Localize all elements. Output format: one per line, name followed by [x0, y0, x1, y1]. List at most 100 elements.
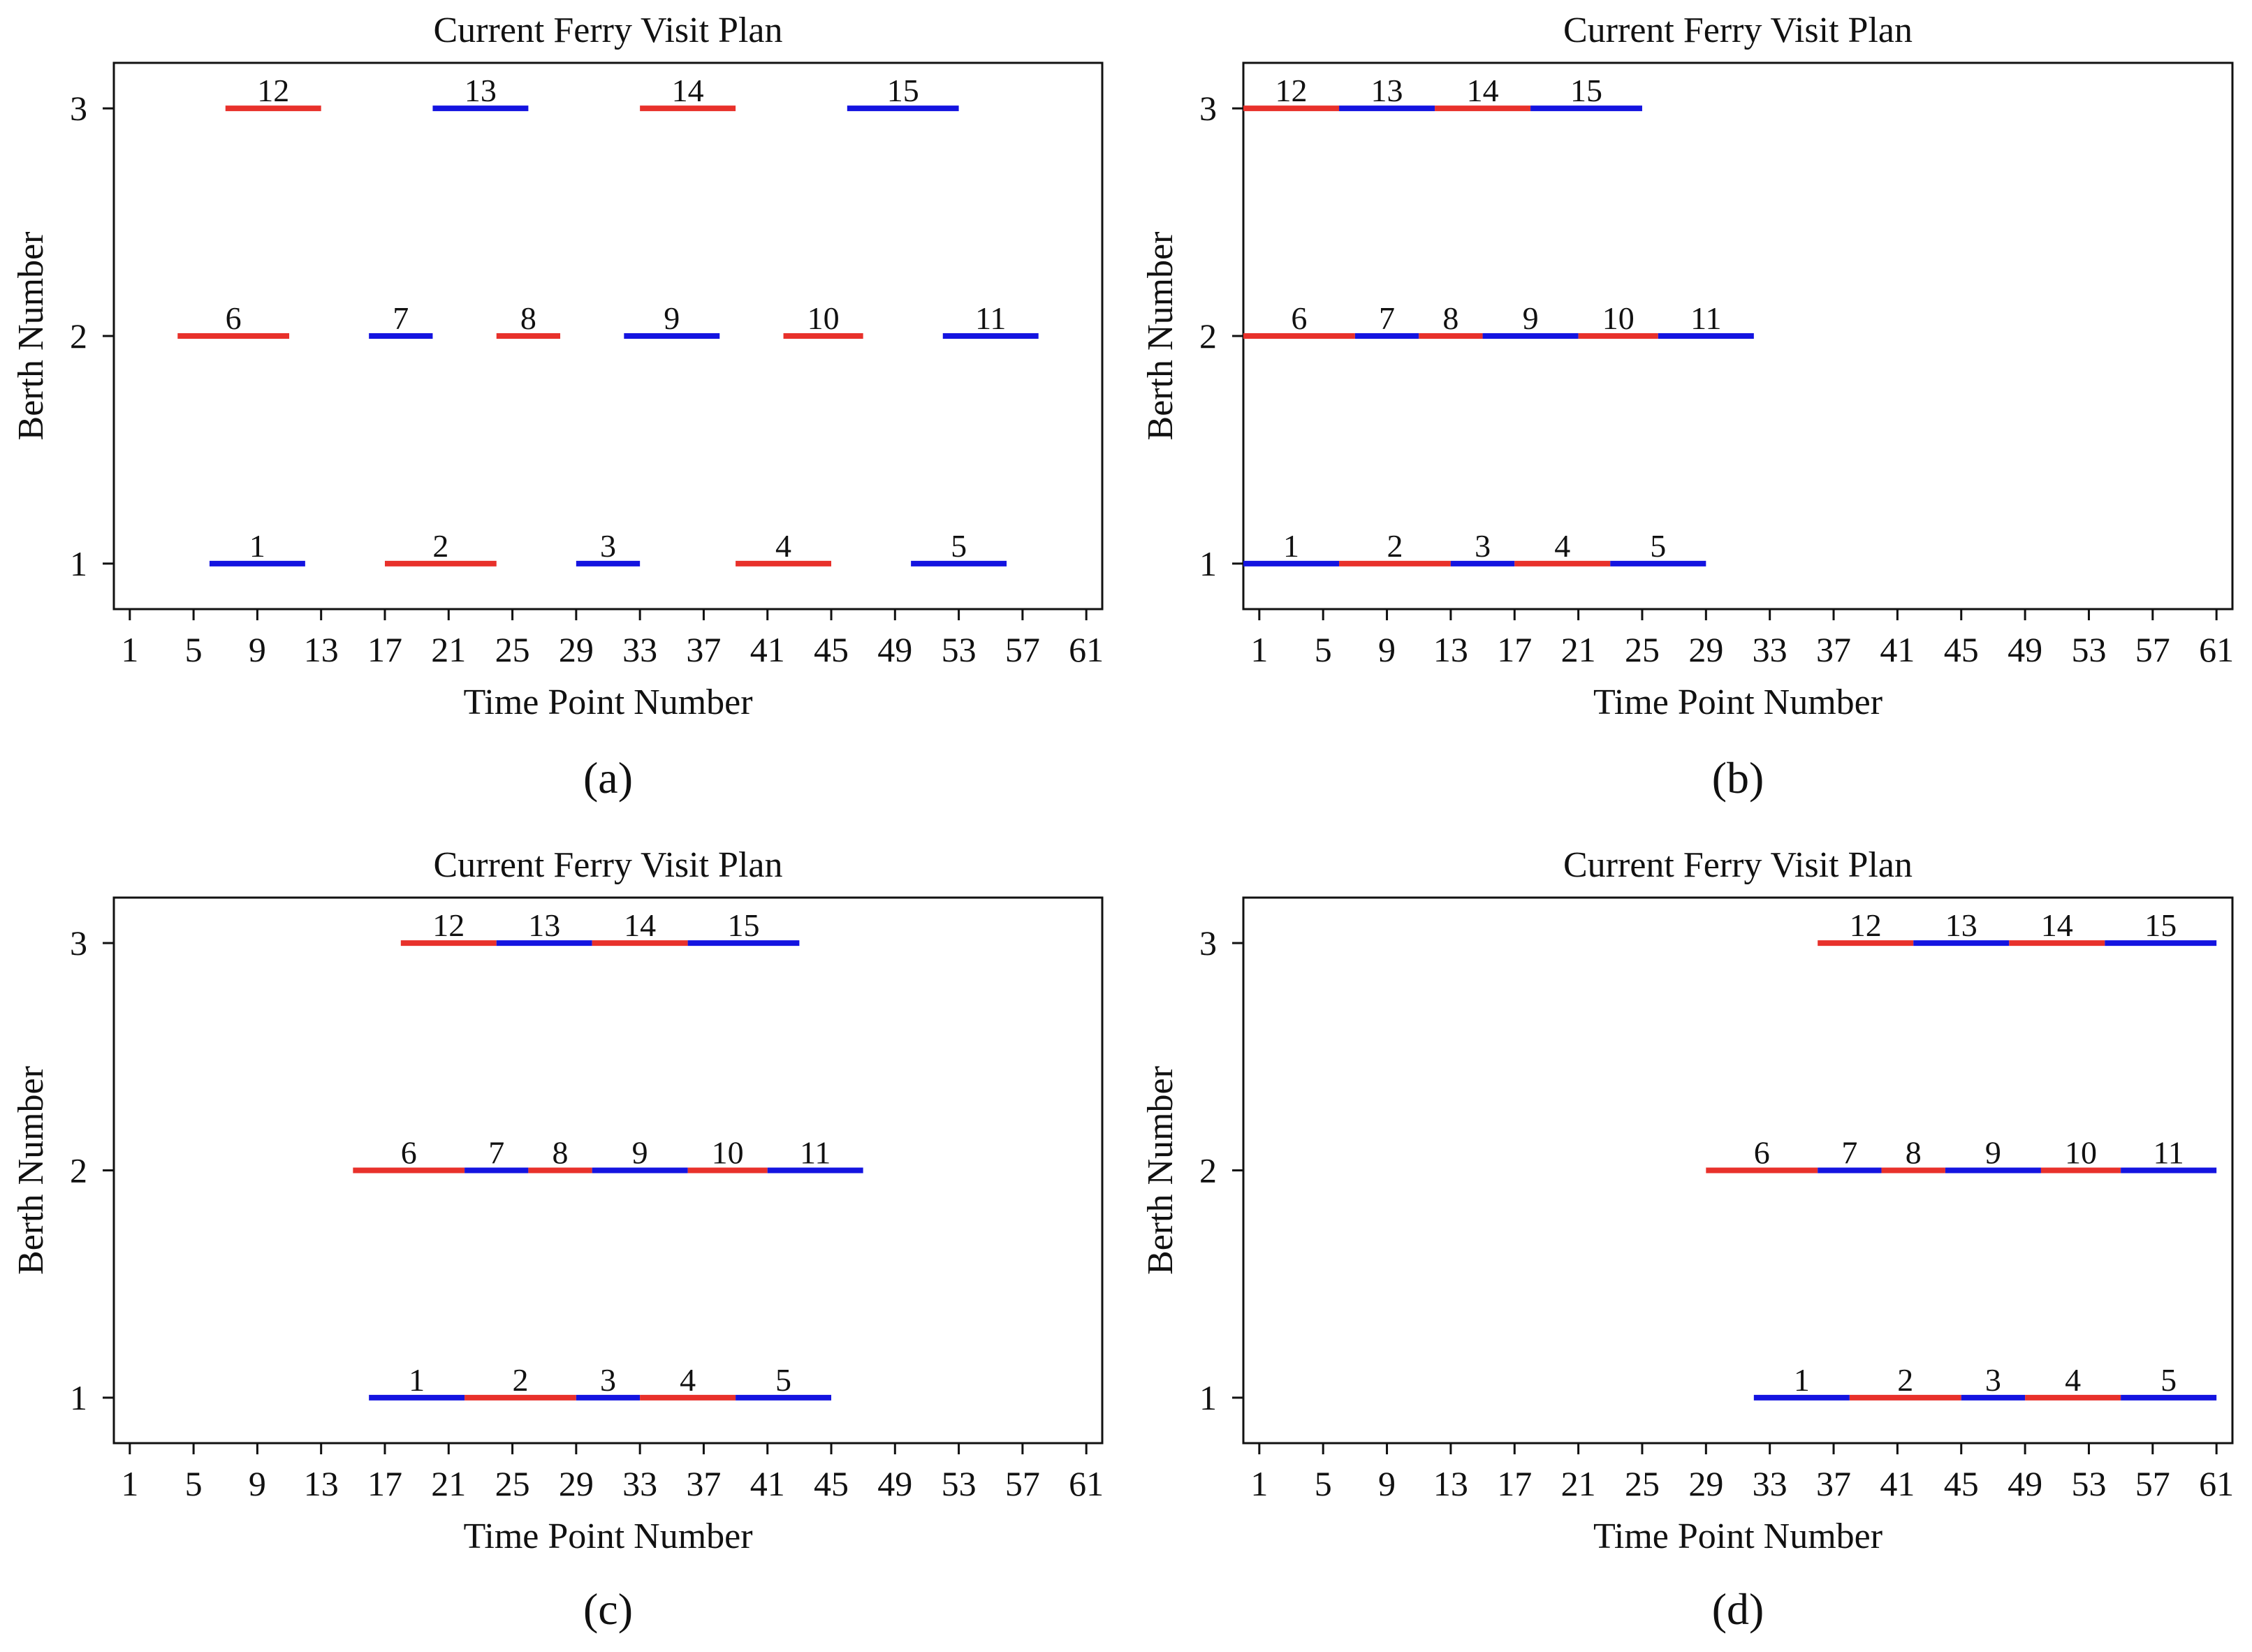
ferry-visit-label-11: 11: [2153, 1135, 2184, 1171]
y-tick-label: 2: [1199, 1151, 1217, 1190]
x-tick-label: 21: [1561, 630, 1596, 669]
x-tick-label: 1: [1250, 630, 1268, 669]
x-tick-label: 49: [2008, 1464, 2042, 1503]
x-tick-label: 17: [1497, 630, 1532, 669]
x-tick-label: 57: [2135, 1464, 2170, 1503]
x-tick-label: 33: [1753, 630, 1787, 669]
x-tick-label: 9: [1378, 630, 1396, 669]
x-tick-label: 5: [1315, 630, 1332, 669]
ferry-visit-label-9: 9: [632, 1135, 648, 1171]
ferry-visit-label-8: 8: [520, 300, 536, 336]
y-tick-label: 1: [1199, 544, 1217, 583]
ferry-visit-label-5: 5: [951, 528, 967, 564]
ferry-visit-label-8: 8: [553, 1135, 569, 1171]
x-tick-label: 25: [495, 1464, 530, 1503]
ferry-visit-label-15: 15: [1570, 73, 1602, 108]
x-tick-label: 57: [1005, 630, 1040, 669]
ferry-visit-label-5: 5: [1650, 528, 1666, 564]
x-tick-label: 53: [2071, 1464, 2106, 1503]
panel-caption: (b): [1712, 753, 1764, 803]
x-tick-label: 53: [942, 1464, 977, 1503]
chart-title: Current Ferry Visit Plan: [1563, 10, 1913, 50]
y-tick-label: 1: [70, 544, 87, 583]
ferry-visit-label-6: 6: [1291, 300, 1307, 336]
ferry-visit-label-2: 2: [1897, 1362, 1913, 1398]
x-tick-label: 61: [2199, 630, 2234, 669]
x-tick-label: 25: [495, 630, 530, 669]
ferry-visit-label-4: 4: [2065, 1362, 2081, 1398]
ferry-visit-label-6: 6: [226, 300, 242, 336]
ferry-visit-label-3: 3: [1985, 1362, 2001, 1398]
ferry-visit-label-10: 10: [712, 1135, 744, 1171]
chart-title: Current Ferry Visit Plan: [434, 10, 783, 50]
ferry-visit-label-10: 10: [1602, 300, 1635, 336]
x-tick-label: 5: [1315, 1464, 1332, 1503]
ferry-visit-label-5: 5: [775, 1362, 791, 1398]
y-tick-label: 3: [1199, 923, 1217, 963]
y-tick-label: 2: [70, 1151, 87, 1190]
y-axis-label: Berth Number: [11, 1066, 51, 1275]
x-tick-label: 41: [1880, 1464, 1915, 1503]
y-tick-label: 2: [1199, 316, 1217, 356]
ferry-visit-label-12: 12: [1275, 73, 1308, 108]
ferry-visit-label-14: 14: [1467, 73, 1499, 108]
y-axis-label: Berth Number: [1141, 1066, 1180, 1275]
chart-title: Current Ferry Visit Plan: [1563, 845, 1913, 885]
ferry-visit-label-8: 8: [1906, 1135, 1922, 1171]
x-tick-label: 29: [1688, 1464, 1723, 1503]
ferry-visit-label-3: 3: [600, 1362, 616, 1398]
ferry-visit-label-1: 1: [1794, 1362, 1810, 1398]
ferry-visit-label-1: 1: [249, 528, 265, 564]
ferry-visit-label-7: 7: [1841, 1135, 1857, 1171]
x-tick-label: 9: [1378, 1464, 1396, 1503]
ferry-visit-label-6: 6: [1754, 1135, 1770, 1171]
x-tick-label: 37: [686, 1464, 721, 1503]
ferry-visit-label-14: 14: [624, 907, 656, 943]
ferry-visit-label-6: 6: [401, 1135, 417, 1171]
x-tick-label: 53: [2071, 630, 2106, 669]
ferry-visit-label-1: 1: [409, 1362, 425, 1398]
ferry-visit-label-4: 4: [775, 528, 791, 564]
y-axis-label: Berth Number: [11, 232, 51, 441]
ferry-visit-label-11: 11: [800, 1135, 831, 1171]
x-tick-label: 53: [942, 630, 977, 669]
x-axis-label: Time Point Number: [463, 1516, 752, 1556]
x-tick-label: 17: [1497, 1464, 1532, 1503]
ferry-visit-label-1: 1: [1283, 528, 1299, 564]
x-tick-label: 37: [1816, 630, 1851, 669]
ferry-visit-label-7: 7: [393, 300, 409, 336]
ferry-visit-label-11: 11: [975, 300, 1006, 336]
ferry-visit-label-5: 5: [2160, 1362, 2177, 1398]
y-tick-label: 2: [70, 316, 87, 356]
ferry-visit-label-14: 14: [2041, 907, 2073, 943]
ferry-visit-label-11: 11: [1690, 300, 1721, 336]
x-tick-label: 9: [249, 1464, 266, 1503]
x-tick-label: 61: [1069, 1464, 1104, 1503]
ferry-visit-label-8: 8: [1442, 300, 1458, 336]
x-tick-label: 45: [814, 630, 849, 669]
x-tick-label: 13: [304, 630, 339, 669]
chart-title: Current Ferry Visit Plan: [434, 845, 783, 885]
ferry-visit-label-9: 9: [1985, 1135, 2001, 1171]
x-tick-label: 21: [431, 1464, 466, 1503]
ferry-visit-label-13: 13: [465, 73, 497, 108]
ferry-visit-label-14: 14: [672, 73, 704, 108]
ferry-visit-label-13: 13: [1371, 73, 1403, 108]
x-tick-label: 25: [1625, 630, 1660, 669]
ferry-visit-label-13: 13: [528, 907, 560, 943]
x-tick-label: 41: [1880, 630, 1915, 669]
x-tick-label: 25: [1625, 1464, 1660, 1503]
ferry-visit-label-12: 12: [1850, 907, 1882, 943]
x-tick-label: 49: [877, 630, 912, 669]
ferry-visit-label-12: 12: [432, 907, 465, 943]
ferry-visit-label-2: 2: [432, 528, 448, 564]
y-tick-label: 3: [70, 89, 87, 128]
panel-caption: (d): [1712, 1584, 1764, 1634]
ferry-visit-label-15: 15: [727, 907, 759, 943]
ferry-visit-label-3: 3: [1475, 528, 1491, 564]
